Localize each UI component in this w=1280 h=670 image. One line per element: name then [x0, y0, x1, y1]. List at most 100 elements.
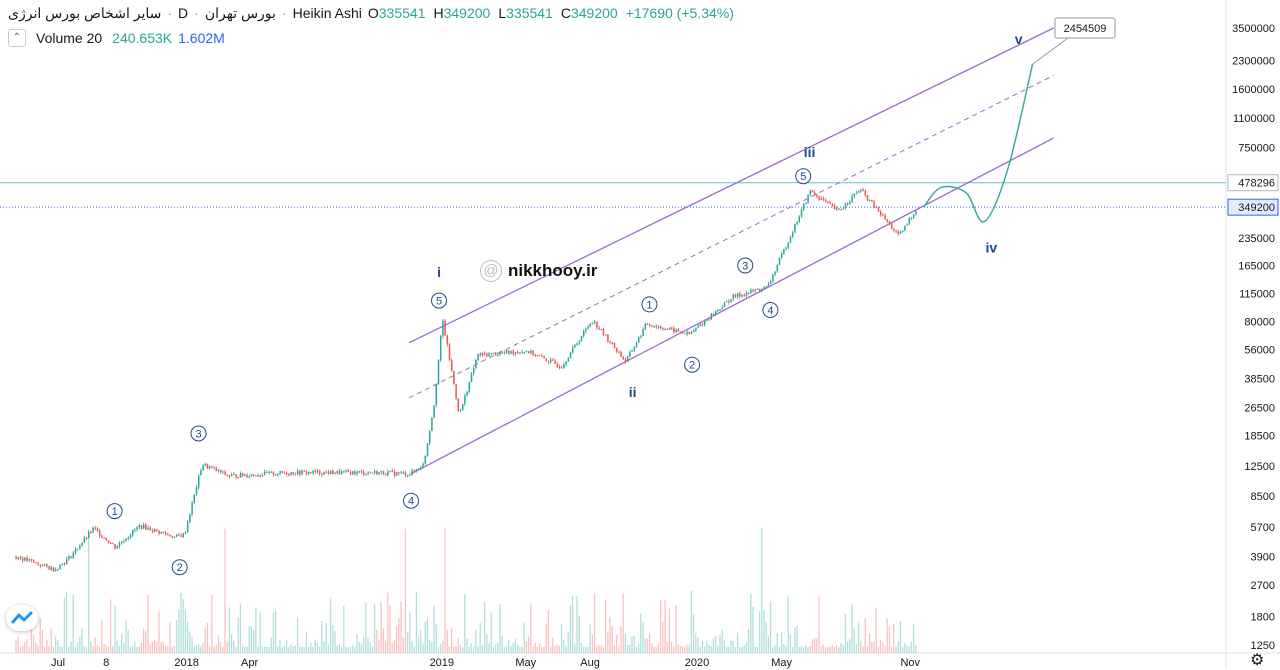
- candle-body: [503, 352, 506, 354]
- volume-bar: [200, 646, 202, 653]
- candle-body: [378, 472, 380, 475]
- candle-body: [68, 556, 70, 560]
- volume-bar: [717, 646, 719, 653]
- candle-body: [325, 471, 328, 473]
- volume-bar: [519, 646, 521, 653]
- candle-body: [906, 223, 908, 226]
- candle-body: [123, 541, 125, 543]
- volume-bar: [651, 643, 653, 653]
- candle-body: [266, 471, 268, 473]
- volume-bar: [640, 613, 642, 653]
- candle-body: [193, 494, 196, 503]
- volume-bar: [607, 632, 609, 653]
- volume-bar: [521, 646, 523, 653]
- candle-body: [125, 538, 127, 542]
- candle-body: [574, 344, 576, 348]
- volume-bar: [703, 646, 706, 653]
- collapse-chevron-icon[interactable]: ⌃: [8, 29, 26, 47]
- volume-bar: [580, 642, 583, 653]
- candle-body: [633, 346, 636, 351]
- candle-body: [26, 557, 28, 561]
- candle-body: [721, 307, 724, 310]
- candle-body: [153, 529, 156, 532]
- target-callout-pointer: [1032, 37, 1069, 65]
- volume-bar: [690, 590, 693, 653]
- candle-body: [279, 471, 281, 475]
- wave-label: 1: [112, 506, 118, 518]
- gear-icon[interactable]: ⚙: [1250, 652, 1265, 669]
- candle-body: [648, 324, 651, 326]
- volume-bar: [266, 646, 268, 653]
- volume-bar: [303, 647, 305, 653]
- candle-body: [541, 355, 543, 357]
- volume-bar: [541, 646, 543, 653]
- volume-bar: [633, 636, 635, 653]
- volume-label[interactable]: Volume 20: [36, 30, 103, 46]
- candle-body: [244, 474, 246, 477]
- volume-bar: [250, 626, 253, 653]
- y-tick-label: 235000: [1238, 233, 1275, 245]
- candle-body: [136, 527, 138, 530]
- candle-body: [248, 476, 251, 478]
- volume-bar: [296, 617, 299, 653]
- candle-body: [233, 474, 235, 476]
- interval-label[interactable]: D: [178, 5, 189, 21]
- volume-bar: [433, 605, 435, 653]
- candle-body: [877, 207, 880, 212]
- candle-body: [785, 247, 787, 250]
- symbol-name[interactable]: سایر اشخاص بورس انرژی: [8, 4, 162, 21]
- volume-bar: [277, 646, 279, 653]
- wave-label-circle: [431, 292, 448, 309]
- candle-body: [475, 360, 477, 368]
- wave-label: 3: [742, 260, 748, 272]
- volume-bar: [866, 645, 869, 653]
- candle-body: [613, 342, 616, 348]
- x-tick-label: Apr: [241, 657, 258, 669]
- tradingview-logo-icon[interactable]: [6, 605, 38, 631]
- volume-bar: [349, 646, 352, 653]
- candle-body: [197, 475, 200, 488]
- candle-body: [351, 471, 354, 475]
- candle-body: [59, 564, 61, 570]
- candle-body: [263, 471, 266, 476]
- candle-body: [35, 562, 37, 564]
- price-candles: [15, 187, 917, 572]
- volume-bar: [497, 642, 499, 653]
- candle-body: [382, 471, 385, 475]
- candle-body: [17, 557, 20, 559]
- volume-bar: [76, 642, 79, 653]
- volume-bar: [800, 646, 803, 653]
- candle-body: [767, 283, 770, 287]
- candle-body: [404, 472, 407, 476]
- candle-body: [596, 321, 598, 328]
- candle-body: [717, 309, 719, 311]
- wave-label-circle: [684, 356, 701, 373]
- volume-bar: [530, 603, 532, 653]
- candle-body: [794, 223, 796, 233]
- candle-body: [750, 289, 752, 293]
- candle-body: [745, 292, 748, 296]
- volume-bar: [90, 641, 92, 653]
- volume-bar: [886, 618, 888, 653]
- symbol-header: سایر اشخاص بورس انرژی · D · بورس تهران ·…: [8, 3, 742, 23]
- volume-bar: [28, 646, 30, 653]
- candle-body: [446, 335, 449, 345]
- volume-bar: [490, 612, 492, 653]
- volume-bar: [681, 646, 684, 653]
- volume-bar: [499, 604, 501, 653]
- candle-body: [376, 471, 378, 475]
- candle-body: [670, 327, 673, 329]
- candle-body: [323, 471, 325, 475]
- y-tick-label: 2700: [1251, 580, 1275, 592]
- volume-bar: [527, 636, 530, 653]
- volume-bar: [314, 640, 316, 653]
- volume-bar: [822, 644, 825, 653]
- volume-bar: [384, 641, 387, 653]
- wave-label: 2: [689, 360, 695, 372]
- x-tick-label: May: [771, 657, 792, 669]
- volume-bar: [413, 646, 415, 653]
- volume-bar: [811, 639, 814, 653]
- volume-bar: [358, 641, 360, 653]
- candle-body: [109, 542, 112, 544]
